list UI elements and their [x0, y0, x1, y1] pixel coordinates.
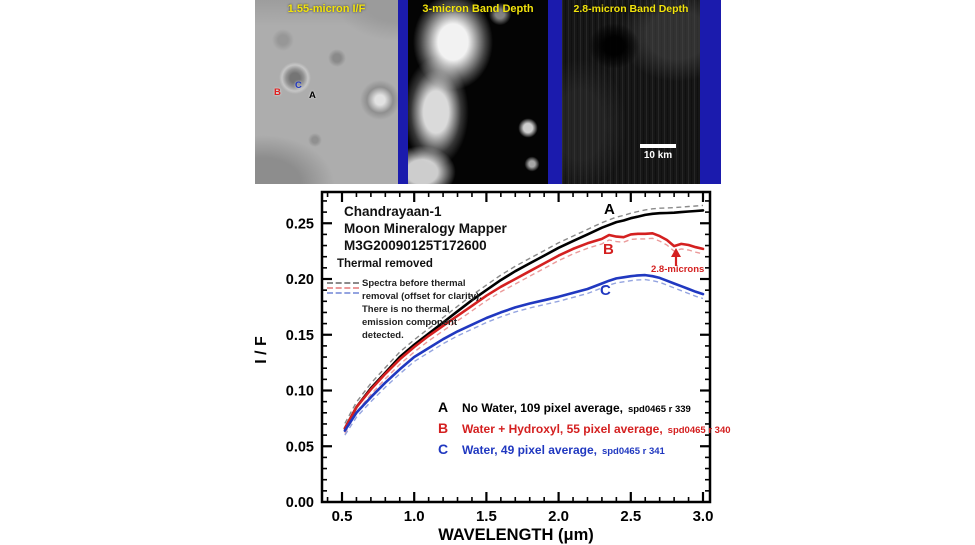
legend-text-B: Water + Hydroxyl, 55 pixel average, — [462, 422, 663, 436]
legend-text-C: Water, 49 pixel average, — [462, 443, 597, 457]
chart-title-line-3: M3G20090125T172600 — [344, 238, 487, 253]
panel-title-1-55-micron: 1.55-micron I/F — [287, 3, 366, 15]
svg-text:0.00: 0.00 — [286, 495, 314, 511]
thermal-note-line-4: emission component — [362, 317, 458, 328]
legend-row-C: C Water, 49 pixel average, spd0465 r 341 — [438, 441, 665, 457]
thermal-removed-label: Thermal removed — [337, 258, 433, 270]
lunar-image-reflectance-panel: 1.55-micron I/F B C A — [255, 0, 398, 184]
lunar-image-3-micron-band-depth-panel: 3-micron Band Depth — [408, 0, 548, 184]
svg-text:2.0: 2.0 — [548, 508, 569, 525]
thermal-note-line-2: removal (offset for clarity). — [362, 291, 482, 302]
svg-text:0.20: 0.20 — [286, 272, 314, 288]
thermal-note-line-5: detected. — [362, 330, 404, 341]
2-8-microns-annotation: 2.8-microns — [651, 264, 705, 275]
curve-label-B: B — [603, 241, 614, 258]
svg-text:0.5: 0.5 — [332, 508, 353, 525]
thermal-note-line-3: There is no thermal — [362, 304, 450, 315]
marker-point-A: A — [309, 90, 316, 101]
curve-label-A: A — [604, 201, 615, 218]
legend-letter-C: C — [438, 441, 449, 457]
svg-text:1.5: 1.5 — [476, 508, 497, 525]
svg-text:0.05: 0.05 — [286, 439, 314, 455]
axis-titles: WAVELENGTH (μm) I / F — [253, 336, 594, 544]
scale-bar-label: 10 km — [643, 150, 673, 161]
legend-row-B: B Water + Hydroxyl, 55 pixel average, sp… — [438, 420, 731, 436]
thermal-note-line-1: Spectra before thermal — [362, 278, 466, 289]
legend-letter-A: A — [438, 399, 449, 415]
curve-label-C: C — [600, 282, 611, 299]
svg-text:I / F: I / F — [253, 336, 270, 364]
legend-letter-B: B — [438, 420, 449, 436]
legend-row-A: A No Water, 109 pixel average, spd0465 r… — [438, 399, 691, 415]
svg-text:1.0: 1.0 — [404, 508, 425, 525]
svg-text:2.5: 2.5 — [620, 508, 641, 525]
marker-point-C: C — [295, 80, 302, 91]
legend-subtext-C: spd0465 r 341 — [601, 446, 665, 457]
marker-point-B: B — [274, 87, 281, 98]
panel-title-3-micron: 3-micron Band Depth — [422, 3, 534, 15]
dashed-line-swatch-black — [327, 282, 359, 284]
svg-text:WAVELENGTH (μm): WAVELENGTH (μm) — [438, 526, 594, 544]
panel-title-2-8-micron: 2.8-micron Band Depth — [573, 3, 689, 15]
dashed-line-swatch-blue — [327, 292, 359, 294]
chart-title-line-2: Moon Mineralogy Mapper — [344, 221, 507, 236]
legend-text-A: No Water, 109 pixel average, — [462, 401, 623, 415]
lunar-image-2-8-micron-band-depth-panel: 2.8-micron Band Depth 10 km — [562, 0, 700, 184]
svg-text:3.0: 3.0 — [693, 508, 714, 525]
legend-subtext-B: spd0465 r 340 — [667, 425, 731, 436]
svg-text:0.25: 0.25 — [286, 216, 314, 232]
legend-subtext-A: spd0465 r 339 — [627, 404, 691, 415]
scale-bar — [640, 144, 676, 148]
svg-text:0.15: 0.15 — [286, 328, 314, 344]
chart-title-line-1: Chandrayaan-1 — [344, 204, 442, 219]
dashed-line-swatch-red — [327, 287, 359, 289]
svg-text:0.10: 0.10 — [286, 384, 314, 400]
